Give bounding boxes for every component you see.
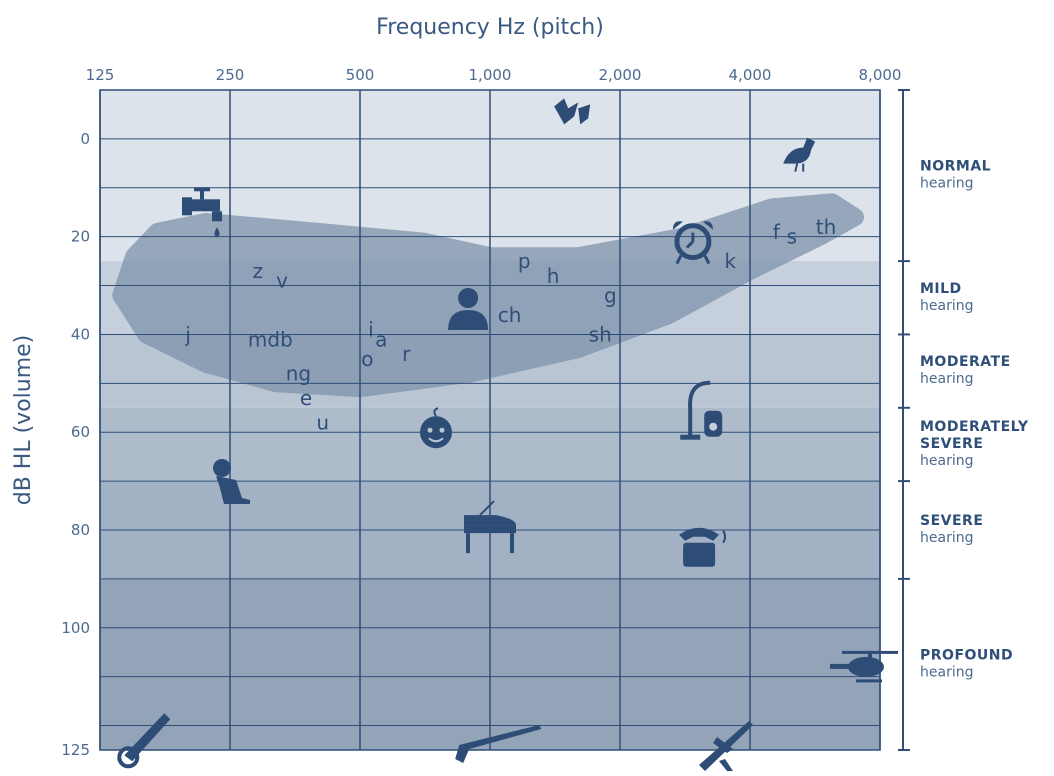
hearing-level-sub: hearing: [920, 453, 973, 469]
x-tick-label: 2,000: [599, 66, 642, 84]
phoneme-label: th: [816, 215, 837, 239]
phoneme-label: a: [375, 327, 387, 351]
hearing-level-sub: hearing: [920, 530, 973, 546]
y-axis-title: dB HL (volume): [11, 335, 36, 506]
phoneme-label: mdb: [248, 327, 293, 351]
x-tick-label: 4,000: [729, 66, 772, 84]
phoneme-label: k: [724, 249, 736, 273]
phoneme-label: j: [184, 322, 191, 346]
phoneme-label: g: [604, 283, 617, 307]
y-tick-label: 0: [80, 130, 90, 148]
x-tick-label: 125: [86, 66, 115, 84]
phoneme-label: z: [253, 259, 264, 283]
hearing-level-sub: hearing: [920, 664, 973, 680]
phoneme-label: ch: [498, 303, 522, 327]
y-tick-label: 80: [71, 521, 90, 539]
hearing-level-name: MILD: [920, 281, 962, 297]
x-tick-label: 500: [346, 66, 375, 84]
phoneme-label: sh: [589, 322, 612, 346]
hearing-level-sub: hearing: [920, 176, 973, 192]
y-tick-label: 40: [71, 325, 90, 343]
phoneme-label: ng: [286, 362, 311, 386]
x-tick-label: 1,000: [469, 66, 512, 84]
hearing-scale: NORMALhearingMILDhearingMODERATEhearingM…: [898, 90, 1029, 750]
phoneme-label: r: [402, 342, 411, 366]
y-tick-label: 100: [61, 619, 90, 637]
x-axis-title: Frequency Hz (pitch): [376, 15, 604, 40]
x-tick-label: 250: [216, 66, 245, 84]
y-tick-labels: 0 20 40 60 80 100 125: [61, 130, 90, 759]
hearing-level-name: SEVERE: [920, 513, 983, 529]
hearing-level-name: MODERATELY: [920, 419, 1029, 435]
phoneme-label: f: [773, 220, 781, 244]
phoneme-label: p: [518, 249, 531, 273]
phoneme-label: u: [316, 410, 329, 434]
phoneme-label: o: [361, 347, 373, 371]
phoneme-label: i: [368, 318, 374, 342]
y-tick-label: 20: [71, 228, 90, 246]
phoneme-label: e: [300, 386, 312, 410]
phoneme-label: h: [547, 264, 560, 288]
phoneme-label: s: [787, 225, 797, 249]
hearing-level-name: MODERATE: [920, 354, 1011, 370]
x-tick-labels: 125 250 500 1,000 2,000 4,000 8,000: [86, 66, 902, 84]
hearing-level-sub: hearing: [920, 298, 973, 314]
hearing-level-name: PROFOUND: [920, 647, 1013, 663]
y-tick-label: 125: [61, 741, 90, 759]
hearing-level-sub: hearing: [920, 371, 973, 387]
hearing-level-name: SEVERE: [920, 436, 983, 452]
x-tick-label: 8,000: [859, 66, 902, 84]
hearing-level-name: NORMAL: [920, 159, 991, 175]
y-tick-label: 60: [71, 423, 90, 441]
phoneme-label: v: [276, 269, 288, 293]
